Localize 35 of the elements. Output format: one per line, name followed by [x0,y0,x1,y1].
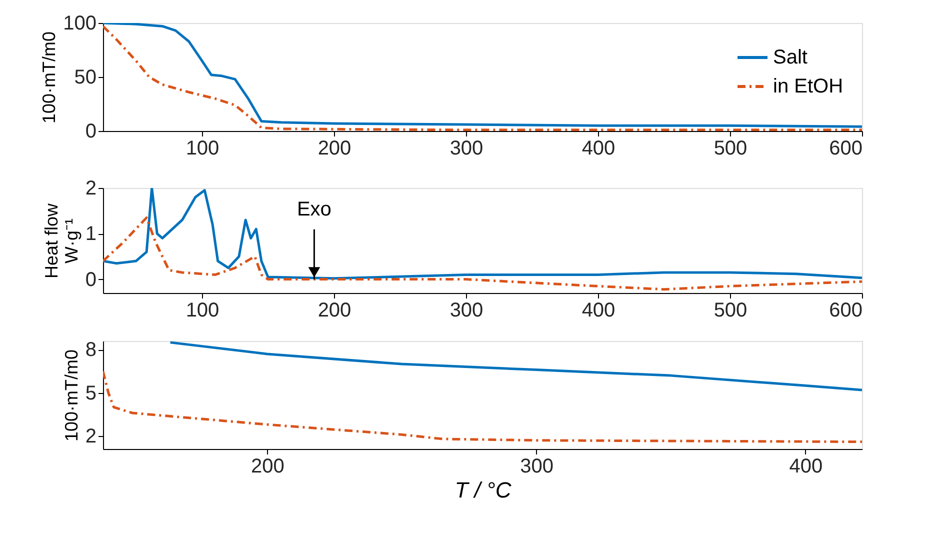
y-tick-label: 50 [74,66,96,88]
y-tick-label: 5 [85,382,96,404]
y-tick-label: 0 [85,120,96,142]
x-tick-label: 500 [714,138,748,160]
x-axis-title: T / °C [454,478,512,502]
line-series [103,370,862,444]
y-axis-title: 100·mT/m0 [39,31,60,124]
y-tick-label: 1 [85,223,96,246]
legend-label: Salt [773,46,808,68]
y-tick-label: 2 [85,426,96,448]
y-axis-title: 100·mT/m0 [61,349,82,442]
x-tick-label: 200 [318,300,352,322]
x-tick-label: 400 [582,138,616,160]
legend-label: in EtOH [773,76,844,98]
x-tick-label: 400 [582,300,616,322]
x-tick-label: 600 [829,138,862,160]
y-tick-label: 0 [85,268,96,291]
x-tick-label: 300 [450,300,484,322]
y-tick-label: 2 [85,178,96,200]
annotation: Exo [296,198,332,220]
x-tick-label: 100 [186,300,220,322]
y-tick-label: 100 [63,12,96,34]
x-tick-label: 500 [714,300,748,322]
line-series [169,341,862,392]
line-series [103,216,862,291]
x-tick-label: 200 [318,138,352,160]
x-tick-label: 300 [450,138,484,160]
x-tick-label: 200 [250,456,284,478]
x-tick-label: 100 [186,138,220,160]
line-series [103,188,862,280]
x-tick-label: 600 [829,300,862,322]
x-tick-label: 400 [789,456,823,478]
y-axis-title: Heat flow W·g⁻¹ [41,202,82,279]
x-tick-label: 300 [520,456,554,478]
y-tick-label: 8 [85,339,96,362]
